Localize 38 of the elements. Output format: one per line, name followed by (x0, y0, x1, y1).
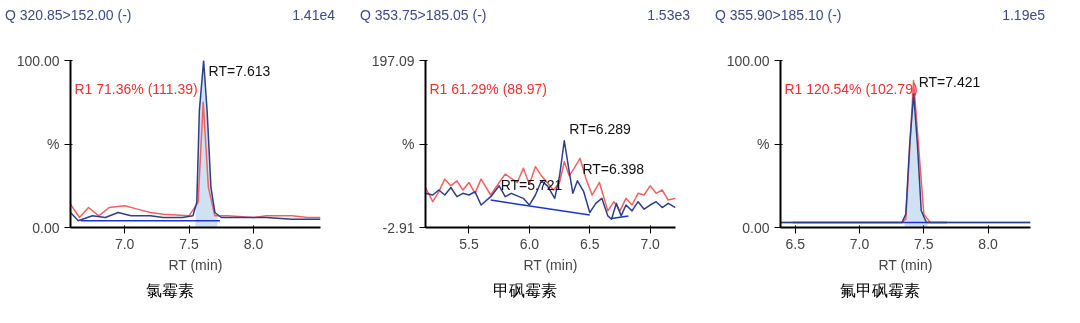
annotation: RT=6.289 (569, 120, 632, 137)
annotation: RT=6.398 (582, 160, 645, 177)
chart-subtitle: Q 320.85>152.00 (-) (5, 6, 132, 25)
y-tick-label: 0.00 (32, 219, 60, 236)
y-tick-label: 100.00 (726, 52, 770, 69)
x-tick-label: 7.5 (914, 235, 934, 252)
chart-subtitle: Q 355.90>185.10 (-) (715, 6, 842, 25)
annotation: R1 61.29% (88.97) (429, 80, 548, 97)
y-tick-label: -2.91 (382, 219, 415, 236)
annotation: R1 71.36% (111.39) (74, 80, 198, 97)
x-tick-label: 6.5 (785, 235, 806, 252)
x-tick-label: 6.5 (580, 235, 600, 252)
text: 氟甲砜霉素 (840, 281, 920, 301)
text: 1.53e3 (647, 6, 690, 25)
y-tick-label: % (402, 136, 415, 152)
y-tick-label: 0.00 (742, 219, 770, 236)
text: 1.41e4 (292, 6, 335, 25)
x-axis-title: RT (min) (168, 256, 223, 273)
annotation: RT=7.613 (208, 62, 271, 79)
chart-subtitle: Q 353.75>185.05 (-) (360, 6, 487, 25)
y-tick-label: 100.00 (16, 52, 60, 69)
text: 氯霉素 (146, 281, 194, 301)
x-axis-title: RT (min) (523, 256, 578, 273)
x-tick-label: 5.5 (459, 235, 479, 252)
y-tick-label: % (47, 136, 60, 152)
text: 1.19e5 (1002, 6, 1045, 25)
x-tick-label: 7.5 (179, 235, 199, 252)
x-tick-label: 7.0 (114, 235, 135, 252)
x-tick-label: 8.0 (978, 235, 999, 252)
x-axis-title: RT (min) (878, 256, 933, 273)
y-tick-label: % (757, 136, 770, 152)
annotation: RT=7.421 (918, 73, 981, 90)
x-tick-label: 7.0 (849, 235, 870, 252)
text: 甲砜霉素 (493, 281, 557, 301)
x-tick-label: 7.0 (640, 235, 661, 252)
x-tick-label: 6.0 (519, 235, 540, 252)
y-tick-label: 197.09 (371, 52, 415, 69)
x-tick-label: 8.0 (243, 235, 264, 252)
